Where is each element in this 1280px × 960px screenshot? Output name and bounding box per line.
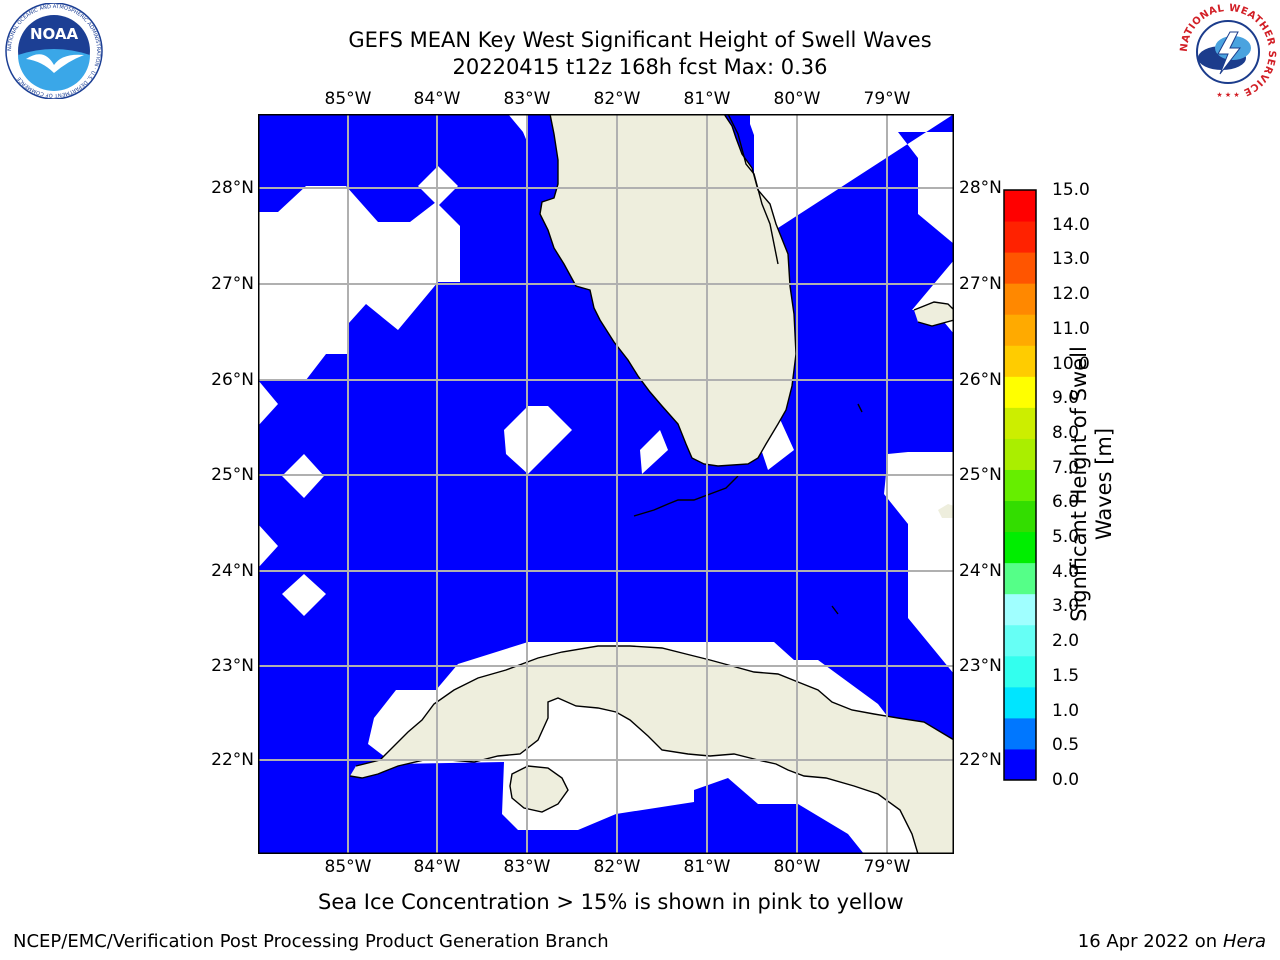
- lat-label-left: 25°N: [211, 465, 254, 485]
- colorbar-tick-label: 3.0: [1052, 596, 1080, 617]
- nws-logo: NATIONAL WEATHER SERVICE ★ ★ ★: [1178, 2, 1278, 104]
- lon-label-bottom: 85°W: [324, 857, 372, 877]
- map-border: [258, 114, 954, 854]
- svg-text:★ ★ ★: ★ ★ ★: [1216, 91, 1239, 99]
- colorbar-frame: [1003, 189, 1037, 781]
- lat-label-right: 25°N: [959, 465, 1002, 485]
- colorbar-tick-label: 15.0: [1052, 180, 1090, 200]
- lon-label-bottom: 81°W: [683, 857, 731, 877]
- footer-credit: NCEP/EMC/Verification Post Processing Pr…: [13, 931, 609, 952]
- lat-label-right: 26°N: [959, 370, 1002, 390]
- graticule: [258, 114, 954, 854]
- colorbar-tick-label: 2.0: [1052, 631, 1080, 652]
- swell-height-map[interactable]: [258, 113, 955, 855]
- colorbar-segment: [1004, 717, 1036, 750]
- lon-label-bottom: 79°W: [863, 857, 911, 877]
- sea-ice-note: Sea Ice Concentration > 15% is shown in …: [318, 890, 904, 914]
- colorbar-segment: [1004, 686, 1036, 719]
- colorbar-tick-label: 4.0: [1052, 561, 1080, 582]
- footer-date-text: 16 Apr 2022 on: [1077, 931, 1223, 952]
- lat-label-right: 22°N: [959, 750, 1002, 770]
- noaa-logo-text: NOAA: [30, 25, 79, 43]
- colorbar-tick-label: 11.0: [1052, 318, 1090, 339]
- colorbar-segment: [1004, 221, 1036, 253]
- colorbar-segment: [1004, 624, 1036, 657]
- map-panel[interactable]: [258, 113, 955, 855]
- florida-land: [540, 114, 796, 466]
- noaa-logo: NATIONAL OCEANIC AND ATMOSPHERIC ADMINIS…: [4, 2, 104, 103]
- lat-label-left: 28°N: [211, 178, 254, 198]
- lon-label-top: 85°W: [324, 89, 372, 109]
- footer-date: 16 Apr 2022 on Hera: [1078, 931, 1266, 952]
- colorbar-label-text: Significant Height of Swell Waves [m]: [1067, 346, 1116, 622]
- lon-label-bottom: 82°W: [593, 857, 641, 877]
- colorbar-tick-label: 1.5: [1052, 665, 1080, 686]
- colorbar: [1003, 189, 1037, 785]
- lat-label-left: 24°N: [211, 561, 254, 581]
- grand-bahama-land: [938, 504, 954, 518]
- colorbar-segment: [1004, 500, 1036, 533]
- colorbar-segment: [1004, 469, 1036, 502]
- colorbar-tick-label: 0.5: [1052, 735, 1080, 756]
- colorbar-segment: [1004, 655, 1036, 688]
- landmass: [350, 114, 954, 854]
- lon-label-top: 83°W: [503, 89, 551, 109]
- colorbar-segment: [1004, 562, 1036, 595]
- map-title: GEFS MEAN Key West Significant Height of…: [348, 28, 932, 52]
- lat-label-right: 23°N: [959, 656, 1002, 676]
- colorbar-segment: [1004, 252, 1036, 284]
- lat-label-right: 24°N: [959, 561, 1002, 581]
- colorbar-tick-label: 7.0: [1052, 457, 1080, 478]
- map-subtitle: 20220415 t12z 168h fcst Max: 0.36: [452, 55, 828, 79]
- lon-label-bottom: 83°W: [503, 857, 551, 877]
- lon-label-bottom: 80°W: [773, 857, 821, 877]
- lon-label-top: 82°W: [593, 89, 641, 109]
- colorbar-segment: [1004, 283, 1036, 315]
- colorbar-tick-label: 5.0: [1052, 527, 1080, 548]
- colorbar-tick-label: 1.0: [1052, 700, 1080, 721]
- footer-machine: Hera: [1222, 931, 1266, 952]
- lon-label-top: 79°W: [863, 89, 911, 109]
- lon-label-top: 81°W: [683, 89, 731, 109]
- isla-de-la-juventud-land: [510, 766, 568, 812]
- colorbar-segment: [1004, 407, 1036, 439]
- colorbar-tick-label: 12.0: [1052, 284, 1090, 305]
- lon-label-top: 84°W: [413, 89, 461, 109]
- lat-label-left: 26°N: [211, 370, 254, 390]
- colorbar-tick-label: 6.0: [1052, 492, 1080, 513]
- colorbar-tick-label: 9.0: [1052, 388, 1080, 409]
- colorbar-segment: [1004, 593, 1036, 626]
- lat-label-left: 22°N: [211, 750, 254, 770]
- colorbar-segment: [1004, 376, 1036, 408]
- colorbar-segment: [1004, 314, 1036, 346]
- colorbar-tick-label: 13.0: [1052, 249, 1090, 270]
- colorbar-segment: [1004, 345, 1036, 377]
- lat-label-left: 27°N: [211, 274, 254, 294]
- cuba-land: [350, 646, 954, 854]
- lat-label-left: 23°N: [211, 656, 254, 676]
- colorbar-tick-label: 10.0: [1052, 353, 1090, 374]
- bahamas-land: [914, 302, 954, 326]
- lon-label-bottom: 84°W: [413, 857, 461, 877]
- lat-label-right: 28°N: [959, 178, 1002, 198]
- colorbar-tick-label: 0.0: [1052, 770, 1080, 790]
- lon-label-top: 80°W: [773, 89, 821, 109]
- colorbar-tick-label: 8.0: [1052, 422, 1080, 443]
- colorbar-tick-label: 14.0: [1052, 214, 1090, 235]
- colorbar-segment: [1004, 531, 1036, 564]
- colorbar-segment: [1004, 438, 1036, 470]
- colorbar-segment: [1004, 748, 1036, 781]
- lat-label-right: 27°N: [959, 274, 1002, 294]
- colorbar-segment: [1004, 190, 1036, 222]
